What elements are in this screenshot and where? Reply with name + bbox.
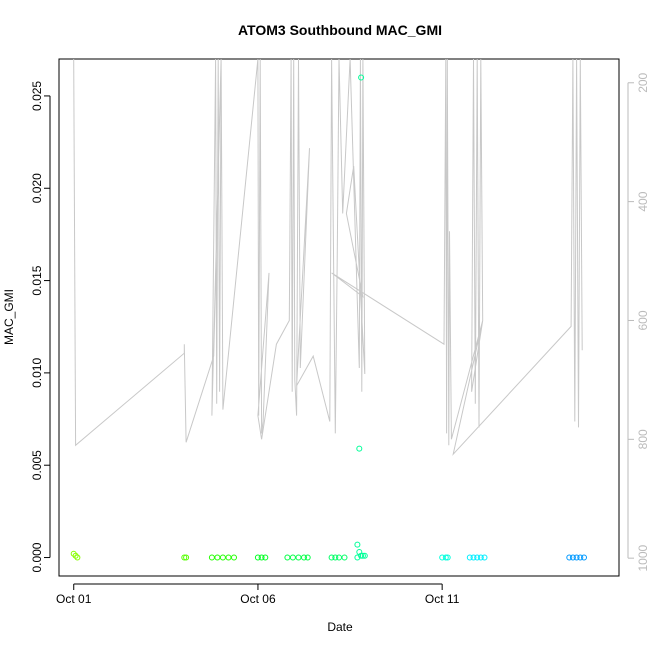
data-point [354,554,361,561]
x-tick-label: Oct 01 [56,592,92,606]
data-point [74,554,81,561]
data-point [72,552,79,559]
x-tick-label: Oct 06 [240,592,276,606]
y-tick-label: 0.020 [30,173,44,203]
data-point [225,554,232,561]
plot-frame [58,58,620,577]
data-point [214,554,221,561]
data-point [474,554,481,561]
data-point [573,554,580,561]
y2-tick-label: 800 [636,429,650,449]
data-point [301,554,307,561]
data-point [258,554,265,561]
data-point [262,554,269,561]
secondary-line-layer [73,58,583,456]
data-point [361,552,368,559]
data-point [336,554,342,561]
data-point [356,445,363,452]
data-point [358,74,365,81]
data-point [304,554,311,561]
data-point [577,554,584,561]
data-point [581,554,587,561]
data-point [183,554,190,561]
y-tick-label: 0.000 [30,542,44,572]
x-axis-label: Date [327,620,353,634]
y-tick-label: 0.005 [30,450,44,480]
y-tick-label: 0.025 [30,81,44,111]
y-axis-label: MAC_GMI [2,289,16,345]
secondary-series-line [73,58,583,456]
data-point [481,554,488,561]
data-point [442,554,449,561]
data-point [444,554,451,561]
data-point [284,554,291,561]
y-tick-label: 0.010 [30,358,44,388]
data-point [231,554,237,561]
y-tick-label: 0.015 [30,265,44,295]
data-point [566,554,573,561]
y-axis: 0.000 0.005 0.010 0.015 0.020 0.025 [30,81,51,573]
points-layer [70,74,587,561]
y2-tick-label: 400 [636,191,650,211]
data-point [219,554,226,561]
data-point [569,554,576,561]
x-tick-label: Oct 11 [425,592,460,606]
data-point [359,552,366,559]
data-point [328,554,335,561]
y2-axis: 200 400 600 800 1000 [627,72,650,572]
data-point [70,550,77,557]
y2-tick-label: 600 [636,310,650,330]
data-point [254,554,261,561]
y2-tick-label: 1000 [636,545,650,572]
data-point [332,554,339,561]
data-point [466,554,473,561]
x-axis: Oct 01 Oct 06 Oct 11 [56,583,460,606]
data-point [181,554,188,561]
data-point [295,554,302,561]
chart-title: ATOM3 Southbound MAC_GMI [238,22,442,38]
data-point [208,554,215,561]
data-point [354,541,361,548]
y2-tick-label: 200 [636,72,650,92]
data-point [477,554,484,561]
data-point [289,554,296,561]
data-point [341,554,348,561]
data-point [470,554,477,561]
